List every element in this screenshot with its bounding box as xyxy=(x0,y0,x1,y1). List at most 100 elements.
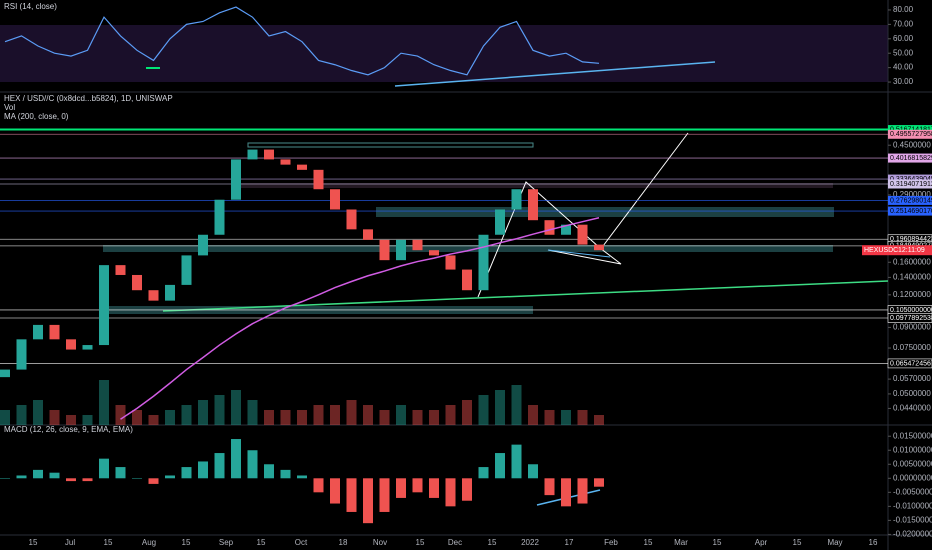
candle-body xyxy=(429,250,439,256)
candle-body xyxy=(577,224,588,245)
level-label: 0.2762980149 xyxy=(890,197,932,204)
level-tag xyxy=(888,206,932,216)
macd-bar xyxy=(478,467,489,479)
x-tick-label: 17 xyxy=(565,538,574,547)
y-tick-label: 0.0570000 xyxy=(893,374,931,383)
zone-box xyxy=(103,245,833,252)
candle-body xyxy=(313,169,324,190)
zone-box xyxy=(247,142,534,148)
macd-bar xyxy=(99,458,109,479)
level-label: 0.1050000000 xyxy=(890,307,932,314)
rsi-trendline xyxy=(394,61,716,87)
x-tick-label: Dec xyxy=(448,538,462,547)
vol-legend: Vol xyxy=(4,103,15,112)
volume-bar xyxy=(247,400,258,425)
last-price-countdown: 12:11:09 xyxy=(898,247,925,254)
volume-bar xyxy=(462,400,472,425)
volume-bar xyxy=(396,405,406,425)
level-tag xyxy=(888,125,932,135)
ma-line xyxy=(120,217,600,420)
candle-body xyxy=(363,229,373,240)
candle-body xyxy=(495,209,505,235)
volume-bar xyxy=(0,410,10,425)
y-tick-label: 0.1600000 xyxy=(893,257,931,266)
x-tick-label: 15 xyxy=(713,538,722,547)
x-tick-label: Oct xyxy=(295,538,308,547)
level-tag xyxy=(888,174,932,184)
macd-bar xyxy=(363,478,373,524)
volume-bar xyxy=(412,410,423,425)
level-tag xyxy=(888,153,932,163)
y-tick-label: -0.0100000000 xyxy=(893,501,932,510)
level-label: 0.4955727958 xyxy=(890,131,932,138)
volume-bar xyxy=(16,405,27,425)
volume-bar xyxy=(561,410,571,425)
candle-body xyxy=(462,269,472,291)
volume-bar xyxy=(577,410,588,425)
level-tag xyxy=(888,195,932,205)
macd-bar xyxy=(231,439,241,479)
volume-bar xyxy=(214,395,225,425)
volume-bar xyxy=(49,410,60,425)
volume-bar xyxy=(181,405,192,425)
macd-legend: MACD (12, 26, close, 9, EMA, EMA) xyxy=(4,425,133,434)
y-tick-label: 70.00 xyxy=(893,19,914,28)
last-price-symbol: HEXUSDC xyxy=(864,247,898,254)
y-tick-label: 0.0050000000 xyxy=(893,459,932,468)
candle-body xyxy=(66,339,76,350)
level-tag xyxy=(887,313,932,323)
y-tick-label: -0.0200000000 xyxy=(893,529,932,538)
x-tick-label: 15 xyxy=(644,538,653,547)
macd-bar xyxy=(429,478,439,498)
macd-bar xyxy=(33,469,43,479)
macd-bar xyxy=(49,472,60,479)
candle-body xyxy=(544,220,555,235)
volume-bar xyxy=(495,390,505,425)
y-tick-label: 50.00 xyxy=(893,48,914,57)
macd-bar xyxy=(16,475,27,479)
x-tick-label: Nov xyxy=(373,538,387,547)
y-tick-label: 0.0750000 xyxy=(893,343,931,352)
volume-bar xyxy=(132,410,142,425)
y-tick-label: 0.0100000000 xyxy=(893,445,932,454)
y-tick-label: 0.0500000 xyxy=(893,389,931,398)
y-tick-label: -0.0050000000 xyxy=(893,487,932,496)
trendline xyxy=(162,280,889,312)
macd-bar xyxy=(247,450,258,479)
macd-bar xyxy=(297,475,307,479)
volume-bar xyxy=(82,415,93,425)
macd-bar xyxy=(165,475,175,479)
candle-body xyxy=(396,239,406,261)
macd-bar xyxy=(544,478,555,496)
x-tick-label: 18 xyxy=(339,538,348,547)
candle-body xyxy=(49,324,60,340)
candle-body xyxy=(528,189,538,221)
volume-bar xyxy=(544,410,555,425)
macd-bar xyxy=(330,478,340,504)
macd-bar xyxy=(594,478,604,487)
candle-body xyxy=(445,255,456,270)
y-tick-label: 0.0000000000 xyxy=(893,473,932,482)
level-tag xyxy=(888,129,932,139)
rsi-legend: RSI (14, close) xyxy=(4,2,57,11)
macd-bar xyxy=(82,478,93,482)
rsi-line xyxy=(4,6,600,76)
macd-bar xyxy=(346,478,357,512)
volume-bar xyxy=(330,405,340,425)
channel-line xyxy=(547,249,611,258)
x-tick-label: Aug xyxy=(142,538,156,547)
candle-body xyxy=(511,189,522,210)
y-tick-label: 30.00 xyxy=(893,77,914,86)
x-tick-label: 15 xyxy=(416,538,425,547)
x-tick-label: 15 xyxy=(29,538,38,547)
macd-bar xyxy=(495,453,505,479)
volume-bar xyxy=(231,390,241,425)
y-tick-label: 0.2900000 xyxy=(893,190,931,199)
level-label: 0.1960894423 xyxy=(890,236,932,243)
volume-bar xyxy=(528,405,538,425)
macd-bar xyxy=(445,478,456,507)
candle-body xyxy=(165,284,175,301)
macd-bar xyxy=(66,478,76,482)
candle-body xyxy=(33,324,43,340)
